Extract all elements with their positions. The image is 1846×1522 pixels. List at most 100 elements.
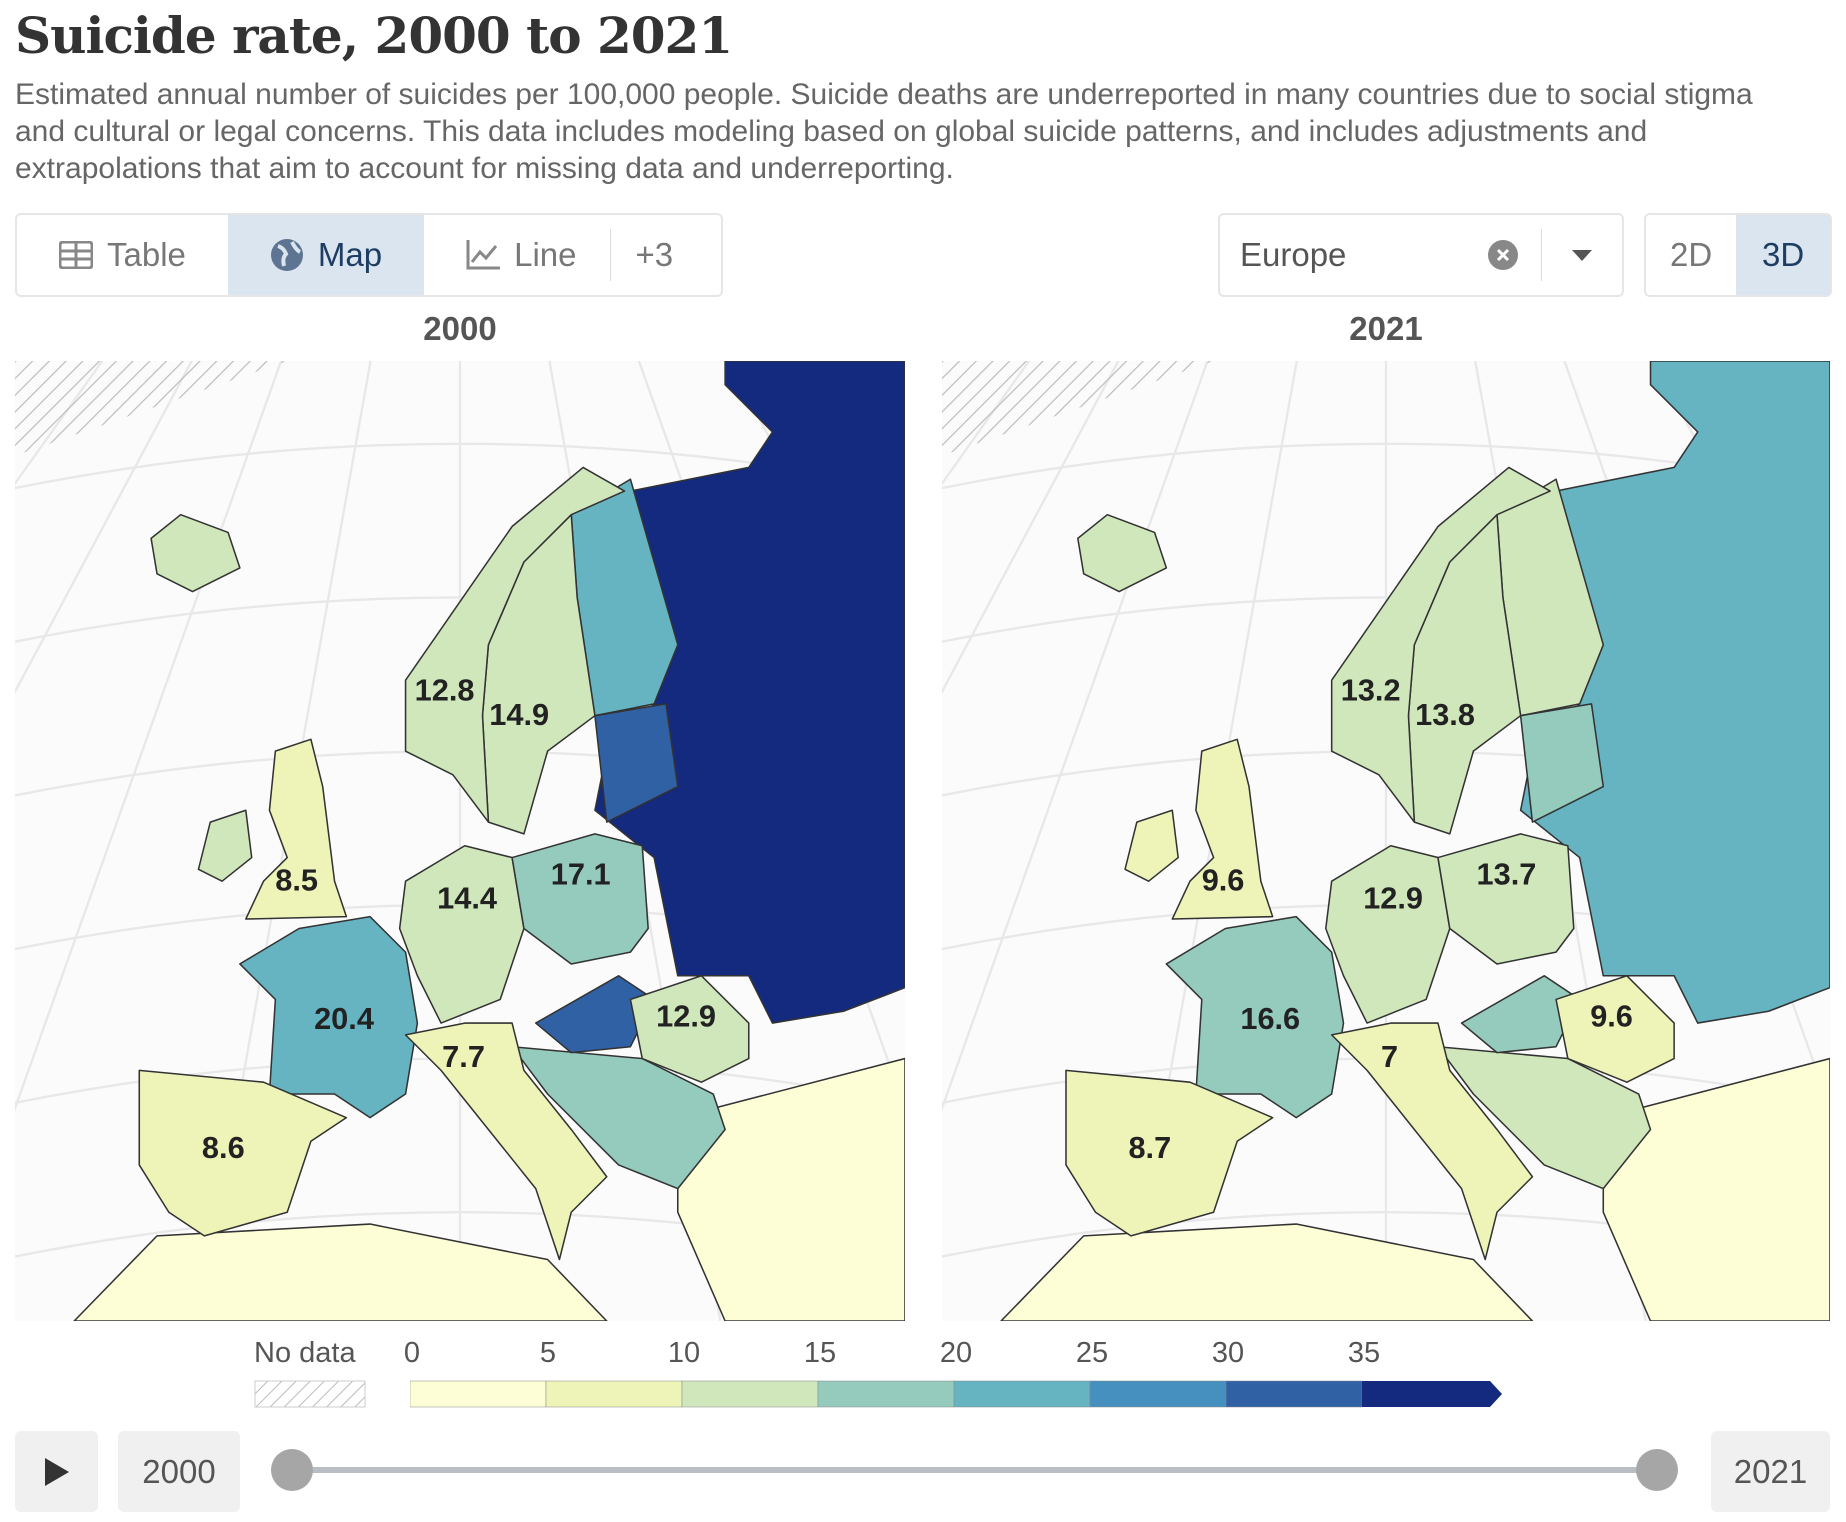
country-value-label: 7.7 — [442, 1039, 485, 1074]
country-ireland[interactable] — [197, 809, 253, 882]
country-value-label: 7 — [1381, 1039, 1398, 1074]
projection-2d-button[interactable]: 2D — [1670, 236, 1713, 273]
country-value-label: 12.8 — [415, 672, 475, 707]
graticule-line — [15, 361, 283, 1112]
country-value-label: 13.8 — [1415, 697, 1475, 732]
divider — [1541, 229, 1542, 281]
country-iceland[interactable] — [1077, 513, 1168, 593]
country-balkans[interactable] — [1437, 1045, 1652, 1190]
country-value-label: 12.9 — [1363, 880, 1423, 915]
country-norway[interactable] — [1330, 466, 1551, 823]
region-select-value: Europe — [1240, 236, 1347, 273]
clear-icon[interactable] — [1487, 239, 1519, 271]
legend-bin — [410, 1380, 547, 1408]
tab-label: Map — [317, 236, 383, 273]
country-romania[interactable] — [1555, 975, 1675, 1083]
country-nafrica[interactable] — [73, 1223, 608, 1321]
country-value-label: 12.9 — [656, 999, 716, 1034]
projection-3d-button[interactable]: 3D — [1736, 215, 1830, 295]
country-uk[interactable] — [1171, 738, 1274, 920]
country-nafrica[interactable] — [1000, 1223, 1534, 1321]
country-italy[interactable] — [1330, 1022, 1534, 1261]
country-value-label: 8.6 — [202, 1130, 245, 1165]
country-balkans[interactable] — [511, 1045, 726, 1190]
legend-bin — [1089, 1380, 1227, 1408]
legend-tick: 15 — [803, 1337, 837, 1369]
legend-bin — [681, 1380, 819, 1408]
country-value-label: 14.9 — [489, 697, 549, 732]
legend-tick: 20 — [939, 1337, 973, 1369]
country-norway[interactable] — [404, 466, 626, 823]
view-tabs: Table Map Line +3 — [15, 213, 723, 297]
country-value-label: 9.6 — [1202, 863, 1245, 898]
country-turkey[interactable] — [676, 1057, 905, 1321]
tab-table[interactable]: Table — [17, 215, 228, 295]
chart-subtitle: Estimated annual number of suicides per … — [15, 78, 1753, 185]
legend-color-bar — [410, 1380, 1502, 1408]
legend-tick: 25 — [1075, 1337, 1109, 1369]
play-button[interactable] — [15, 1431, 98, 1512]
tab-line[interactable]: Line — [424, 215, 610, 295]
line-chart-icon — [466, 240, 501, 270]
play-icon — [44, 1457, 69, 1486]
tab-more[interactable]: +3 — [635, 236, 674, 273]
country-france[interactable] — [1165, 915, 1345, 1119]
projection-toggle: 2D 3D — [1644, 213, 1832, 297]
country-value-label: 16.6 — [1240, 1001, 1300, 1036]
no-data-region — [942, 361, 1214, 456]
chevron-down-icon[interactable] — [1542, 245, 1622, 265]
country-value-label: 17.1 — [551, 857, 611, 892]
timeline-track[interactable] — [292, 1467, 1657, 1473]
country-value-label: 14.4 — [437, 880, 497, 915]
country-iceland[interactable] — [150, 513, 241, 593]
legend-bin — [817, 1380, 955, 1408]
region-select[interactable]: Europe — [1218, 213, 1624, 297]
tab-label: Table — [107, 236, 186, 273]
country-germany[interactable] — [398, 844, 525, 1024]
country-baltics[interactable] — [1519, 703, 1605, 823]
legend-tick: 0 — [403, 1337, 421, 1369]
country-russia[interactable] — [1519, 361, 1830, 1024]
legend-no-data-label: No data — [254, 1337, 356, 1369]
tab-map[interactable]: Map — [227, 215, 425, 295]
timeline-end-year[interactable]: 2021 — [1711, 1431, 1830, 1512]
country-turkey[interactable] — [1602, 1057, 1830, 1321]
timeline-end-handle[interactable] — [1636, 1449, 1678, 1491]
legend-bin — [1225, 1380, 1363, 1408]
map-year-left: 2000 — [423, 310, 497, 347]
timeline-start-handle[interactable] — [271, 1449, 313, 1491]
country-value-label: 13.2 — [1341, 672, 1401, 707]
divider — [610, 229, 612, 281]
legend-tick: 5 — [539, 1337, 557, 1369]
country-spain[interactable] — [1065, 1069, 1274, 1237]
country-value-label: 20.4 — [314, 1001, 374, 1036]
country-russia[interactable] — [594, 361, 905, 1024]
country-poland[interactable] — [511, 833, 649, 965]
globe-icon — [270, 239, 303, 271]
map-2000[interactable]: 12.8 14.9 8.5 14.4 17.1 20.4 7.7 8.6 12.9 — [15, 361, 905, 1321]
tab-label: Line — [514, 236, 577, 273]
country-value-label: 8.7 — [1128, 1130, 1171, 1165]
country-france[interactable] — [239, 915, 419, 1119]
country-value-label: 13.7 — [1477, 857, 1537, 892]
legend-no-data-swatch — [254, 1380, 366, 1408]
legend-bin — [953, 1380, 1091, 1408]
country-romania[interactable] — [629, 975, 750, 1083]
country-ireland[interactable] — [1124, 809, 1179, 882]
timeline-start-year[interactable]: 2000 — [118, 1431, 240, 1512]
legend-tick: 30 — [1211, 1337, 1245, 1369]
country-poland[interactable] — [1437, 833, 1575, 965]
country-value-label: 9.6 — [1590, 999, 1633, 1034]
legend-bin-overflow — [1362, 1381, 1502, 1407]
no-data-region — [15, 361, 288, 456]
country-value-label: 8.5 — [275, 863, 318, 898]
country-spain[interactable] — [138, 1069, 348, 1237]
graticule-line — [942, 361, 1209, 1112]
map-2021[interactable]: 13.2 13.8 9.6 12.9 13.7 16.6 7 8.7 9.6 — [942, 361, 1830, 1321]
legend-tick: 10 — [667, 1337, 701, 1369]
country-uk[interactable] — [245, 738, 348, 920]
country-germany[interactable] — [1325, 844, 1451, 1024]
country-baltics[interactable] — [594, 703, 679, 823]
chart-title: Suicide rate, 2000 to 2021 — [15, 6, 733, 65]
country-italy[interactable] — [404, 1022, 608, 1261]
